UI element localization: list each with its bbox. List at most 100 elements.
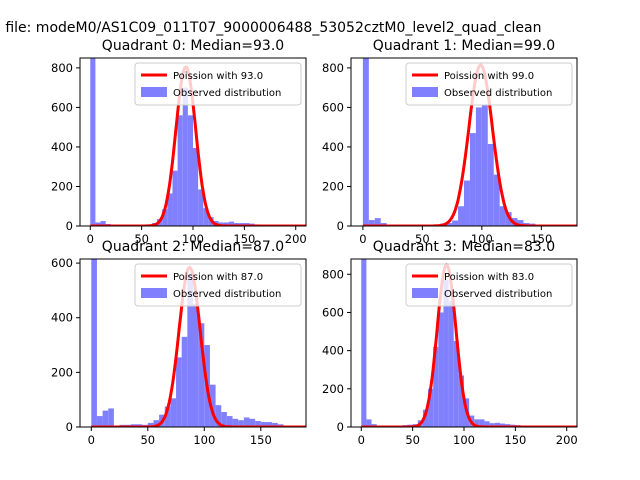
legend-hist-swatch: [141, 288, 167, 298]
x-tick-label: 0: [87, 232, 94, 246]
x-tick-label: 100: [193, 433, 215, 447]
x-tick-label: 50: [140, 433, 155, 447]
plot-area-1: [362, 58, 577, 226]
legend: Poission with 93.0 Observed distribution: [134, 62, 302, 106]
histogram-bar: [366, 419, 372, 427]
histogram-bar: [453, 341, 459, 427]
x-tick-label: 100: [453, 433, 475, 447]
histogram-bar: [469, 133, 476, 226]
histogram-bar: [499, 206, 506, 226]
histogram-bar: [193, 147, 199, 226]
histogram-bar: [228, 221, 235, 226]
legend-hist-label: Observed distribution: [173, 88, 281, 99]
histogram-bar: [162, 209, 168, 226]
poisson-fit-line: [362, 63, 577, 226]
legend-box: [405, 62, 573, 106]
y-tick-label: 200: [322, 382, 344, 396]
histogram-bar: [361, 259, 367, 427]
x-tick-label: 150: [233, 232, 255, 246]
legend-hist-label: Observed distribution: [444, 88, 552, 99]
y-tick-label: 200: [51, 179, 73, 193]
x-tick-label: 0: [358, 433, 365, 447]
histogram-bar: [448, 301, 454, 427]
histogram-bar: [167, 193, 173, 226]
histogram-bar: [428, 388, 434, 427]
legend-hist-label: Observed distribution: [173, 289, 281, 300]
histogram-bar: [193, 304, 199, 427]
histogram-bar: [218, 222, 224, 226]
poisson-fit-line: [89, 65, 306, 226]
histogram-bar: [243, 417, 250, 427]
y-tick-label: 200: [51, 365, 73, 379]
histogram-bar: [249, 418, 256, 427]
histogram-bar: [487, 143, 494, 226]
legend: Poission with 99.0 Observed distribution: [405, 62, 573, 106]
histogram-bar: [91, 259, 97, 427]
histogram-bar: [438, 312, 444, 427]
y-tick-label: 600: [51, 256, 73, 270]
histogram-bar: [90, 58, 96, 226]
histogram-bar: [221, 411, 227, 427]
y-tick-label: 800: [322, 61, 344, 75]
y-tick-label: 600: [51, 100, 73, 114]
histogram-bar: [260, 422, 267, 427]
y-tick-label: 800: [322, 267, 344, 281]
histogram-bar: [374, 218, 381, 226]
histogram-bar: [182, 87, 188, 226]
y-tick-label: 200: [322, 179, 344, 193]
x-tick-label: 0: [88, 433, 95, 447]
histogram-bar: [446, 223, 453, 226]
legend: Poission with 83.0 Observed distribution: [405, 263, 573, 307]
legend-hist-swatch: [141, 87, 167, 97]
axes-frame: [79, 258, 307, 428]
x-tick-label: 200: [285, 232, 307, 246]
histogram-bar: [484, 421, 490, 427]
x-tick-label: 0: [359, 232, 366, 246]
subplot-title: Quadrant 0: Median=93.0: [102, 38, 284, 54]
subplot-title: Quadrant 1: Median=99.0: [373, 38, 555, 54]
legend-hist-swatch: [412, 288, 438, 298]
histogram-bar: [187, 115, 193, 226]
histogram-bar: [209, 384, 216, 427]
histogram-bar: [100, 221, 106, 226]
legend-box: [134, 62, 302, 106]
y-tick-label: 800: [51, 61, 73, 75]
histogram-bar: [458, 375, 464, 427]
y-tick-label: 0: [337, 420, 344, 434]
histogram-bar: [203, 208, 209, 226]
poisson-fit-line: [360, 263, 577, 427]
subplot-quadrant-2: 0 50 100 150 0 200 400 600 Quadrant 2: Median=87…: [51, 239, 307, 447]
histogram-bar: [170, 398, 177, 427]
histogram-bar: [443, 280, 449, 427]
histogram-bar: [474, 419, 480, 427]
subplot-quadrant-1: 0 50 100 150 0 200 400 600 800 Quadrant 1: Median…: [322, 38, 578, 246]
plot-area-2: [90, 259, 306, 427]
histogram-bar: [176, 357, 182, 427]
y-tick-label: 0: [66, 219, 73, 233]
x-tick-label: 100: [182, 232, 204, 246]
histogram-bar: [95, 222, 101, 226]
histogram-bar: [164, 406, 171, 427]
histogram-bar: [215, 405, 222, 427]
x-tick-label: 150: [504, 433, 526, 447]
histogram-bar: [238, 420, 244, 427]
histogram-bar: [96, 416, 103, 427]
y-tick-label: 400: [322, 344, 344, 358]
poisson-fit-line: [90, 265, 306, 427]
y-tick-label: 400: [51, 311, 73, 325]
legend-box: [134, 263, 302, 307]
histogram-bar: [362, 58, 369, 226]
y-tick-label: 600: [322, 100, 344, 114]
histogram-bar: [464, 180, 470, 226]
x-tick-label: 150: [530, 232, 552, 246]
histogram-bar: [147, 422, 154, 427]
histogram-bar: [187, 274, 193, 427]
figure-suptitle: n file: modeM0/AS1C09_011T07_9000006488_…: [0, 20, 541, 36]
subplot-title: Quadrant 2: Median=87.0: [102, 239, 284, 255]
subplot-quadrant-3: 0 50 100 150 200 0 200 400 600 800 Quadrant 3: Med…: [322, 239, 578, 447]
plot-area-3: [360, 259, 577, 427]
legend-hist-swatch: [412, 87, 438, 97]
histogram-bar: [458, 206, 464, 226]
x-tick-label: 50: [405, 433, 420, 447]
